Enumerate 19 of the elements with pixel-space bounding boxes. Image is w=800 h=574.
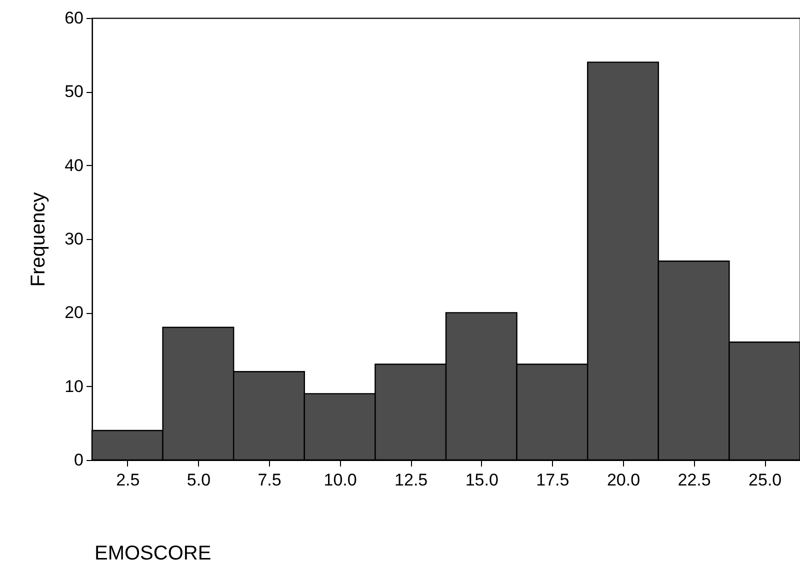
- y-tick-label: 30: [64, 230, 84, 248]
- y-tick-label: 0: [74, 450, 84, 470]
- x-tick-label: 15.0: [465, 470, 498, 490]
- x-tick-label: 17.5: [536, 470, 570, 490]
- x-tick-label: 22.5: [678, 470, 711, 490]
- y-tick-label: 20: [64, 303, 84, 322]
- y-axis-title: Frequency: [28, 192, 50, 287]
- y-tick-label: 50: [64, 82, 84, 102]
- x-axis-title: EMOSCORE: [94, 542, 212, 564]
- y-tick-label: 40: [64, 156, 84, 175]
- x-tick-label: 2.5: [116, 470, 140, 490]
- x-tick-label: 20.0: [606, 470, 640, 490]
- y-tick-label: 60: [64, 8, 84, 28]
- x-tick-label: 25.0: [748, 470, 782, 490]
- x-tick-label: 10.0: [324, 470, 357, 490]
- x-tick-label: 12.5: [394, 470, 428, 490]
- x-tick-label: 5.0: [186, 470, 211, 490]
- x-tick-label: 7.5: [258, 470, 282, 490]
- y-tick-label: 10: [64, 376, 84, 396]
